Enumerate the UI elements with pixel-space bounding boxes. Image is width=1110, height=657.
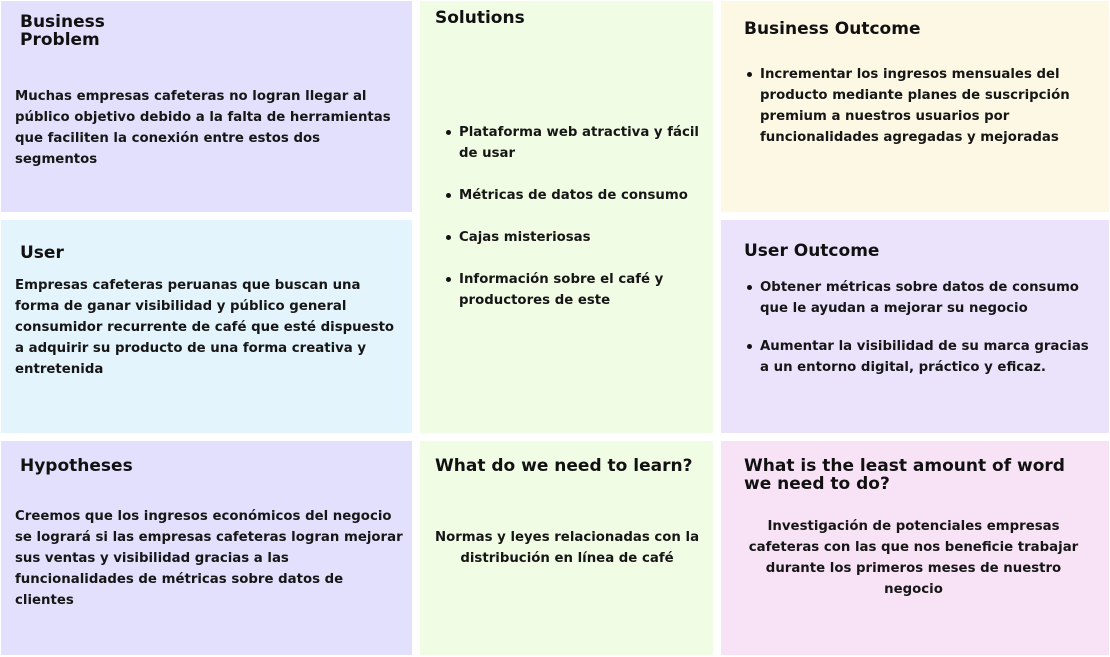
solutions-item: Plataforma web atractiva y fácil de usar xyxy=(445,122,705,164)
least-work-card: What is the least amount of word we need… xyxy=(721,441,1109,655)
user-outcome-title: User Outcome xyxy=(744,241,880,261)
solutions-title: Solutions xyxy=(435,8,525,28)
user-outcome-item: Aumentar la visibilidad de su marca grac… xyxy=(746,336,1091,378)
user-title: User xyxy=(20,243,64,263)
business-problem-text: Muchas empresas cafeteras no logran lleg… xyxy=(15,89,391,167)
business-outcome-item: Incrementar los ingresos mensuales del p… xyxy=(746,64,1076,148)
solutions-item: Métricas de datos de consumo xyxy=(445,185,705,206)
business-outcome-title: Business Outcome xyxy=(744,19,921,39)
learn-card: What do we need to learn? Normas y leyes… xyxy=(420,441,713,655)
business-outcome-card: Business Outcome Incrementar los ingreso… xyxy=(721,1,1109,212)
solutions-card: Solutions Plataforma web atractiva y fác… xyxy=(420,1,713,433)
hypotheses-card: Hypotheses Creemos que los ingresos econ… xyxy=(1,441,412,655)
hypotheses-title: Hypotheses xyxy=(20,456,133,476)
hypotheses-text: Creemos que los ingresos económicos del … xyxy=(15,509,403,608)
solutions-list: Plataforma web atractiva y fácil de usar… xyxy=(445,122,705,311)
business-problem-title: Business Problem xyxy=(20,12,105,50)
learn-title: What do we need to learn? xyxy=(435,456,693,476)
solutions-item: Cajas misteriosas xyxy=(445,227,705,248)
solutions-item: Información sobre el café y productores … xyxy=(445,269,705,311)
least-work-title: What is the least amount of word we need… xyxy=(744,456,1065,494)
user-outcome-card: User Outcome Obtener métricas sobre dato… xyxy=(721,220,1109,433)
user-card: User Empresas cafeteras peruanas que bus… xyxy=(1,220,412,433)
least-work-text: Investigación de potenciales empresas ca… xyxy=(748,519,1079,597)
user-text: Empresas cafeteras peruanas que buscan u… xyxy=(15,278,395,377)
business-problem-card: Business Problem Muchas empresas cafeter… xyxy=(1,1,412,212)
business-outcome-list: Incrementar los ingresos mensuales del p… xyxy=(746,64,1076,148)
learn-text: Normas y leyes relacionadas con la distr… xyxy=(434,530,700,566)
user-outcome-list: Obtener métricas sobre datos de consumo … xyxy=(746,277,1091,378)
user-outcome-item: Obtener métricas sobre datos de consumo … xyxy=(746,277,1091,319)
